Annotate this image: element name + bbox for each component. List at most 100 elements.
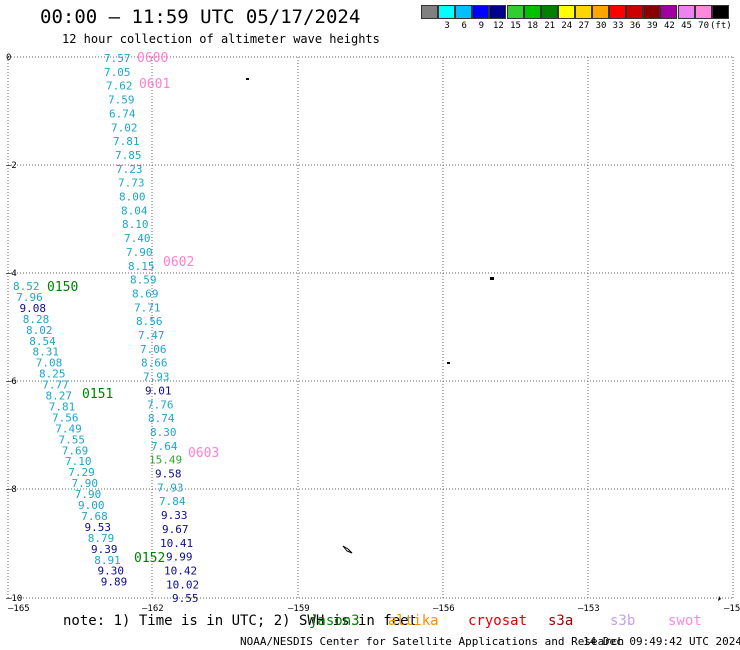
generated-timestamp: 14 Dec 09:49:42 UTC 2024 xyxy=(583,635,740,648)
latitude-tick-label: –6 xyxy=(6,377,17,387)
longitude-tick-label: –156 xyxy=(433,604,455,614)
legend-swatch-label: 30 xyxy=(595,21,607,31)
wave-height-label: 7.57 xyxy=(104,52,131,65)
legend-swatch-label: 12 xyxy=(492,21,504,31)
satellite-legend-item: altika xyxy=(388,613,439,629)
legend-swatch xyxy=(506,5,524,19)
legend-swatch xyxy=(694,5,712,19)
wave-height-label: 7.47 xyxy=(138,329,165,342)
wave-height-label: 7.81 xyxy=(113,135,140,148)
altimeter-tracks: 7.577.057.627.596.747.027.817.857.237.73… xyxy=(13,51,219,605)
wave-height-label: 8.66 xyxy=(141,357,168,370)
wave-height-label: 15.49 xyxy=(149,454,182,467)
latitude-tick-label: –10 xyxy=(6,594,22,604)
wave-height-label: 7.56 xyxy=(52,411,79,424)
legend-swatch xyxy=(677,5,695,19)
wave-height-label: 7.96 xyxy=(16,291,43,304)
axis-ticks: 0 –2 –4 –6 –8 –10–165 –162 –159 –156 –153 –150 xyxy=(6,53,740,614)
wave-height-label: 7.06 xyxy=(140,343,167,356)
wave-height-label: 8.28 xyxy=(23,313,50,326)
wave-height-label: 9.01 xyxy=(145,384,172,397)
wave-height-label: 8.91 xyxy=(94,554,121,567)
legend-swatch-label: 6 xyxy=(461,21,467,31)
chart-subtitle: 12 hour collection of altimeter wave hei… xyxy=(62,32,380,46)
island-marker xyxy=(490,277,494,280)
legend-swatch-label: 70 xyxy=(698,21,710,31)
wave-height-label: 8.52 xyxy=(13,280,40,293)
wave-height-label: 7.93 xyxy=(143,371,170,384)
wave-height-label: 9.30 xyxy=(98,565,125,578)
latitude-tick-label: –4 xyxy=(6,269,17,279)
wave-height-label: 8.74 xyxy=(148,412,175,425)
wave-height-label: 7.81 xyxy=(49,400,76,413)
satellite-legend-item: s3b xyxy=(610,613,636,629)
time-label: 0152 xyxy=(134,551,165,566)
legend-swatch-label: 42 xyxy=(663,21,675,31)
wave-height-label: 7.55 xyxy=(59,433,86,446)
legend-swatch-label: 36 xyxy=(629,21,641,31)
wave-height-label: 7.90 xyxy=(72,477,99,490)
wave-height-label: 7.84 xyxy=(159,495,186,508)
latitude-tick-label: –2 xyxy=(6,161,17,171)
wave-height-label: 6.74 xyxy=(109,107,136,120)
wave-height-label: 7.76 xyxy=(147,398,174,411)
legend-swatch xyxy=(643,5,661,19)
legend-swatch xyxy=(711,5,729,19)
legend-swatch xyxy=(557,5,575,19)
legend-swatch xyxy=(592,5,609,19)
time-label: 0601 xyxy=(139,77,170,92)
legend-swatch xyxy=(438,5,456,19)
wave-height-label: 9.53 xyxy=(85,521,112,534)
wave-height-label: 7.08 xyxy=(36,357,63,370)
legend-swatch-label: 39 xyxy=(646,21,658,31)
legend-swatch xyxy=(421,5,438,19)
credit-line: NOAA/NESDIS Center for Satellite Applica… xyxy=(240,635,625,648)
wave-height-label: 7.64 xyxy=(151,440,178,453)
legend-swatch-label: 45 xyxy=(681,21,692,31)
map-grid xyxy=(7,56,734,599)
wave-height-label: 8.25 xyxy=(39,368,66,381)
wave-height-label: 8.15 xyxy=(128,260,155,273)
satellite-legend-item: swot xyxy=(668,613,702,629)
wave-height-label: 7.69 xyxy=(62,444,89,457)
wave-height-label: 10.42 xyxy=(164,564,197,577)
island-marker xyxy=(246,78,249,80)
wave-height-label: 8.79 xyxy=(88,532,115,545)
wave-height-label: 8.27 xyxy=(46,390,73,403)
wave-height-label: 9.39 xyxy=(91,543,118,556)
wave-height-label: 7.05 xyxy=(104,66,131,79)
legend-unit: (ft) xyxy=(710,21,732,31)
latitude-tick-label: 0 xyxy=(6,53,11,63)
legend-swatch xyxy=(489,5,507,19)
legend-swatch xyxy=(574,5,592,19)
time-label: 0603 xyxy=(188,446,219,461)
legend-swatch-label: 9 xyxy=(478,21,484,31)
wave-height-label: 7.93 xyxy=(157,481,184,494)
wave-height-label: 7.71 xyxy=(134,301,161,314)
legend-swatch xyxy=(455,5,473,19)
island-markers xyxy=(246,78,721,601)
wave-height-label: 7.40 xyxy=(124,232,151,245)
wave-height-label: 7.90 xyxy=(126,246,153,259)
legend-swatch xyxy=(523,5,541,19)
wave-height-label: 7.02 xyxy=(111,121,138,134)
time-label: 0602 xyxy=(163,255,194,270)
wave-height-label: 8.31 xyxy=(33,346,60,359)
legend-swatch xyxy=(660,5,678,19)
legend-swatch-label: 15 xyxy=(510,21,521,31)
wave-height-label: 7.29 xyxy=(68,466,95,479)
longitude-tick-label: –150 xyxy=(724,604,740,614)
chart-title: 00:00 – 11:59 UTC 05/17/2024 xyxy=(40,6,361,28)
wave-height-label: 7.68 xyxy=(81,510,108,523)
time-label: 0600 xyxy=(137,51,168,66)
wave-height-label: 7.10 xyxy=(65,455,92,468)
wave-height-label: 10.02 xyxy=(166,578,199,591)
wave-height-label: 9.89 xyxy=(101,576,128,589)
wave-height-label: 8.54 xyxy=(29,335,56,348)
wave-height-label: 7.90 xyxy=(75,488,102,501)
legend-swatch xyxy=(609,5,627,19)
time-label: 0150 xyxy=(47,280,78,295)
longitude-tick-label: –153 xyxy=(578,604,600,614)
wave-height-label: 10.41 xyxy=(160,537,193,550)
